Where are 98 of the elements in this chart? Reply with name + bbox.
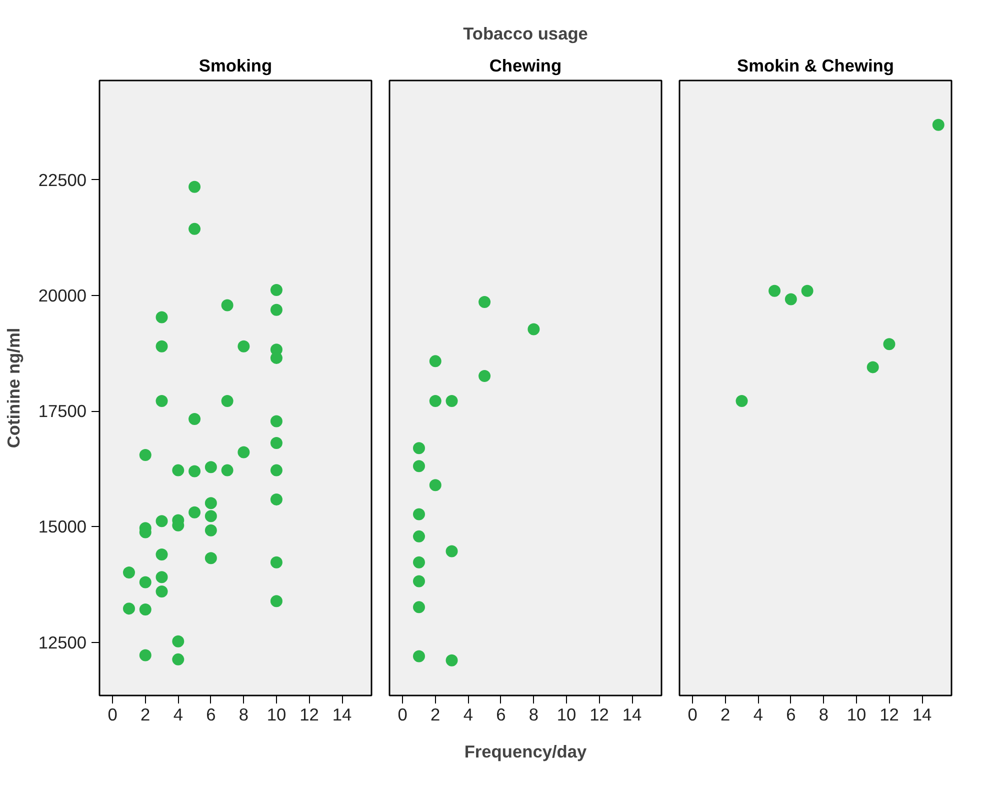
point: [528, 323, 540, 336]
point: [412, 556, 425, 568]
point: [429, 355, 442, 368]
point: [412, 601, 425, 614]
x-tick-label: 2: [720, 704, 730, 724]
point: [866, 361, 879, 374]
y-tick-label: 22500: [38, 170, 86, 190]
point: [412, 508, 425, 520]
point: [122, 602, 135, 615]
x-tick-label: 8: [528, 704, 539, 724]
point: [412, 460, 425, 472]
point: [139, 604, 152, 616]
y-tick-label: 12500: [38, 632, 86, 652]
point: [139, 576, 152, 588]
point: [204, 510, 217, 522]
point: [188, 222, 201, 235]
x-tick-label: 10: [846, 704, 866, 724]
point: [172, 464, 184, 476]
point: [122, 566, 135, 578]
x-tick-label: 0: [688, 704, 698, 724]
point: [204, 552, 217, 564]
y-tick-label: 15000: [38, 516, 86, 537]
point: [412, 575, 425, 588]
point: [156, 585, 168, 598]
point: [188, 412, 201, 425]
point: [736, 394, 748, 407]
x-tick-label: 6: [206, 704, 216, 724]
point: [412, 442, 425, 454]
point: [446, 394, 458, 407]
x-tick-label: 14: [332, 704, 352, 724]
point: [188, 180, 201, 193]
point: [221, 464, 234, 476]
point: [883, 338, 896, 350]
x-axis-title: Frequency/day: [464, 742, 588, 762]
point: [204, 461, 217, 474]
point: [188, 506, 201, 518]
point: [270, 464, 282, 476]
x-tick-label: 10: [266, 704, 286, 724]
point: [801, 284, 814, 297]
point: [156, 548, 168, 560]
y-tick-label: 20000: [38, 286, 86, 306]
point: [446, 654, 458, 666]
x-tick-label: 10: [556, 704, 576, 724]
point: [932, 118, 944, 131]
point: [478, 370, 491, 382]
x-tick-label: 14: [912, 704, 932, 724]
x-tick-label: 8: [818, 704, 829, 724]
point: [139, 449, 152, 462]
point: [172, 653, 184, 666]
x-tick-label: 4: [753, 704, 764, 724]
point: [238, 340, 250, 352]
point: [139, 649, 152, 662]
point: [156, 340, 168, 352]
point: [204, 524, 217, 536]
point: [156, 515, 168, 528]
text: Tobacco usage: [463, 24, 588, 44]
chart-title: Chewing: [489, 56, 562, 76]
point: [270, 304, 282, 316]
point: [768, 284, 781, 297]
point: [412, 650, 425, 662]
point: [204, 497, 217, 510]
chart-title: Smokin & Chewing: [737, 56, 894, 76]
x-tick-label: 14: [622, 704, 642, 724]
x-tick-label: 12: [300, 704, 319, 724]
point: [429, 479, 442, 492]
x-tick-label: 0: [398, 704, 408, 724]
x-tick-label: 6: [786, 704, 796, 724]
x-tick-label: 12: [880, 704, 899, 724]
x-tick-label: 0: [108, 704, 118, 724]
point: [270, 415, 282, 428]
point: [270, 556, 282, 568]
x-tick-label: 2: [140, 704, 150, 724]
point: [221, 394, 234, 407]
point: [270, 493, 282, 506]
point: [156, 394, 168, 407]
chart-title: Smoking: [198, 56, 272, 76]
point: [172, 635, 184, 648]
point: [156, 311, 168, 324]
point: [784, 293, 797, 306]
point: [429, 394, 442, 407]
x-tick-label: 4: [463, 704, 474, 724]
x-tick-label: 6: [496, 704, 506, 724]
point: [156, 571, 168, 584]
point: [221, 299, 234, 312]
x-tick-label: 12: [590, 704, 609, 724]
point: [188, 465, 201, 478]
x-tick-label: 4: [173, 704, 184, 724]
x-tick-label: 8: [238, 704, 249, 724]
point: [270, 437, 282, 450]
y-axis-title: Cotinine ng/ml: [3, 328, 24, 448]
point: [478, 296, 491, 308]
point: [238, 446, 250, 458]
x-tick-label: 2: [430, 704, 440, 724]
y-tick-label: 17500: [38, 401, 86, 422]
point: [270, 595, 282, 608]
point: [446, 545, 458, 558]
point: [270, 284, 282, 296]
point: [412, 530, 425, 542]
